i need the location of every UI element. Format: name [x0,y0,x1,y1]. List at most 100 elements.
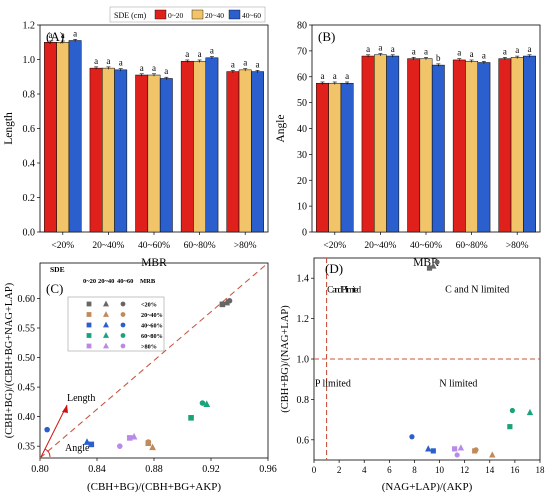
data-point [434,259,440,265]
legend-swatch [228,9,241,20]
legend-title: SDE (cm) [114,11,147,20]
data-point [526,408,534,416]
data-point [409,434,415,440]
legend-marker [120,301,126,307]
bar [56,42,70,233]
significance-letter: a [243,58,247,68]
x-tick-label: 2 [337,465,342,475]
significance-letter: a [231,59,235,69]
legend-row-label: 40~60% [141,323,163,330]
y-tick-label: 1.4 [297,274,310,285]
bar [498,58,512,233]
x-tick-label: 0 [312,465,317,475]
data-point [126,435,133,441]
data-point [117,443,123,449]
x-tick-label: 60~80% [184,241,216,251]
x-axis-label: (CBH+BG)/(CBH+BG+AKP) [87,481,221,493]
significance-letter: a [333,71,337,81]
legend-marker [103,342,109,349]
x-tick-label: 0.88 [145,464,163,475]
quadrant-label-n: N limited [439,378,477,389]
reference-line [39,262,269,459]
quadrant-labels: C and P limited C and N limited P limited N… [315,284,509,389]
legend-label: 20~40 [205,11,224,20]
x-tick-label: <20% [51,241,74,251]
legend-c: SDE 0~20 20~40 40~60 MRB <20% 20~40% 40~60% 60~8… [50,265,165,352]
bar [328,82,342,233]
significance-letter: a [61,30,65,40]
legend-header: 0~20 [83,278,96,285]
legend-header: 40~60 [117,278,133,285]
significance-letter: a [470,49,474,59]
x-tick-label: 40~60% [410,241,442,251]
data-point [457,444,465,451]
data-point [509,407,515,414]
scatter-chart-c: 0.80 0.84 0.88 0.92 0.96 0.35 0.40 0.45 0.50 0.55… [4,262,277,493]
x-tick-label: 0.84 [88,464,106,475]
y-tick-label: 0.6 [23,124,36,135]
legend-swatch [154,9,167,20]
scatter-chart-d: 0 2 4 6 8 10 12 14 16 18 0.6 0.8 1.0 1.2 1.4 C and P li… [280,257,545,493]
bar [135,74,149,233]
bar [386,55,400,233]
legend-label: 0~20 [168,11,184,20]
y-tick-label: 0.60 [18,294,36,305]
data-point [425,445,432,452]
legend-marker [103,321,109,328]
data-point [44,426,50,433]
significance-letter: a [528,44,532,54]
x-tick-label: 12 [460,465,469,475]
significance-letter: a [94,56,98,66]
quadrant-label-cn: C and N limited [445,284,509,295]
legend-a: SDE (cm) 0~20 20~40 40~60 [109,6,266,23]
legend-marker [86,301,92,307]
y-tick-label: 10 [297,202,307,213]
data-point [507,424,513,430]
y-tick-label: 0.2 [23,193,36,204]
quadrant-label-cp: C and P limited [327,285,361,295]
legend-marker [86,322,92,328]
y-tick-label: 0 [302,228,307,239]
x-tick-label: 20~40% [92,241,124,251]
legend-row-label: <20% [141,302,157,309]
y-tick-label: 1.0 [23,55,36,66]
panel-label: (B) [318,29,335,44]
x-tick-label: 6 [387,465,392,475]
bar [101,67,115,233]
significance-letter: a [482,50,486,60]
y-tick-label: 0.40 [18,412,36,423]
data-point [426,265,433,271]
bar [180,60,194,233]
significance-letter: a [320,71,324,81]
bar [159,78,173,233]
legend-row-label: 20~40% [141,312,163,319]
data-point [430,262,437,269]
quadrant-label-p: P limited [315,378,351,389]
bar [465,60,479,233]
length-annotation: Length [67,393,95,404]
significance-letter: a [185,49,189,59]
significance-letter: b [436,53,441,63]
bar [251,71,264,233]
bar [226,71,240,233]
significance-letter: a [457,48,461,58]
significance-letter: a [256,59,260,69]
legend-row-label: 60~80% [141,333,163,340]
legend-marker [120,343,126,349]
legend-marker [103,332,109,338]
y-tick-label: 0.8 [297,395,310,406]
y-tick-label: 20 [297,176,307,187]
x-tick-label: 4 [362,465,367,475]
bar [205,57,219,233]
bar [452,59,466,233]
bar [193,60,207,233]
bar [373,54,387,233]
y-tick-label: 30 [297,150,307,161]
legend-marker [120,322,126,328]
data-point [430,448,436,454]
data-point [88,441,95,448]
x-axis-label: (NAG+LAP)/(AKP) [382,481,473,493]
legend-marker [120,333,126,338]
bar [477,62,491,233]
